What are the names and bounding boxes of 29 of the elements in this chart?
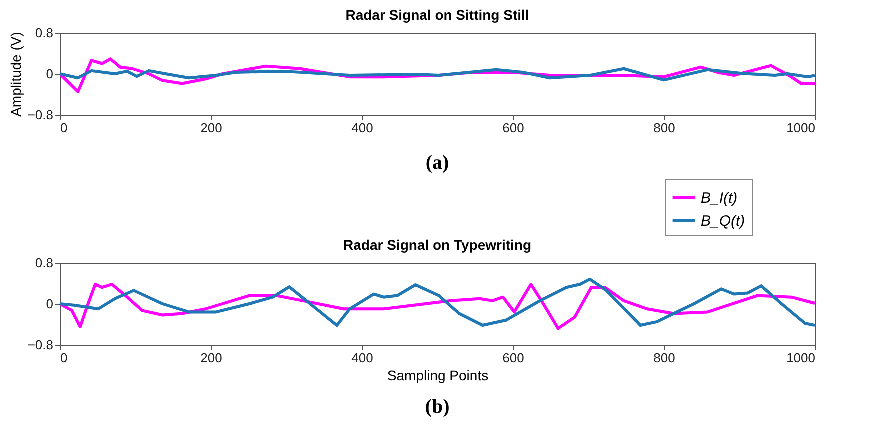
line-series [60,283,815,330]
y-tick-label: 0.8 [35,26,54,40]
x-axis-title: Sampling Points [387,368,489,384]
x-tick-label: 400 [352,350,374,366]
y-axis-title: Amplitude (V) [8,32,24,117]
chart-title: Radar Signal on Typewriting [344,237,532,253]
text: (a) [426,152,450,174]
y-tick-label: −0.8 [28,338,54,352]
x-tick-label: 800 [654,120,676,136]
line-series [60,67,815,82]
legend-label: B_I(t) [701,190,738,207]
x-tick-label: 600 [502,120,524,136]
y-tick-label: 0.8 [35,256,54,270]
x-tick-label: 600 [502,350,524,366]
x-tick-label: 200 [200,120,222,136]
legend-label: B_Q(t) [701,213,746,230]
x-tick-label: 1000 [786,350,816,366]
x-tick-label: 1000 [786,120,816,136]
line-series [60,278,815,328]
chart-title: Radar Signal on Sitting Still [346,7,530,23]
x-tick-label: 0 [60,120,68,136]
y-tick-label: 0 [46,296,54,312]
x-tick-label: 400 [352,120,374,136]
x-tick-label: 800 [654,350,676,366]
y-tick-label: −0.8 [28,108,54,122]
text: (b) [425,396,450,418]
x-tick-label: 200 [200,350,222,366]
y-tick-label: 0 [46,66,54,82]
x-tick-label: 0 [60,350,68,366]
